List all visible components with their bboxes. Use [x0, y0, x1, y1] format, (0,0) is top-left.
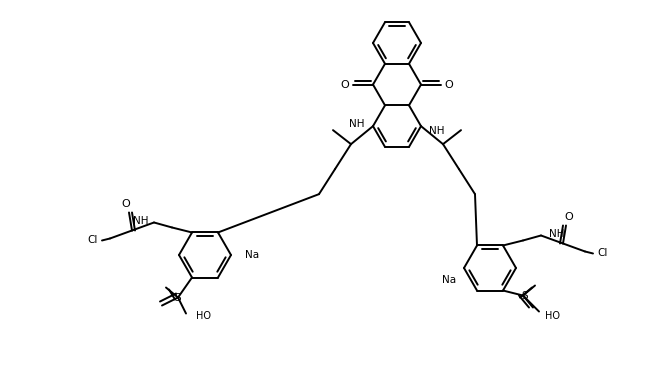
Text: NH: NH [349, 119, 365, 129]
Text: O: O [341, 80, 349, 90]
Text: Na: Na [245, 250, 259, 260]
Text: Cl: Cl [88, 235, 98, 246]
Text: Cl: Cl [597, 249, 608, 258]
Text: NH: NH [429, 126, 445, 136]
Text: NH: NH [133, 217, 148, 226]
Text: Na: Na [442, 275, 456, 285]
Text: S: S [175, 292, 181, 303]
Text: O: O [445, 80, 453, 90]
Text: S: S [522, 291, 528, 301]
Text: O: O [122, 199, 130, 210]
Text: O: O [564, 212, 574, 222]
Text: HO: HO [545, 310, 560, 321]
Text: NH: NH [549, 230, 564, 239]
Text: HO: HO [196, 310, 211, 321]
